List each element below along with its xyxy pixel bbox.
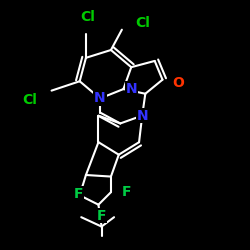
Text: Cl: Cl [80, 10, 95, 24]
Text: N: N [94, 92, 106, 106]
Text: F: F [97, 208, 106, 223]
Text: F: F [74, 187, 83, 201]
Text: N: N [136, 108, 148, 122]
Text: F: F [122, 185, 131, 199]
Text: Cl: Cl [22, 93, 37, 107]
Text: Cl: Cl [135, 16, 150, 30]
Text: N: N [126, 82, 137, 96]
Text: O: O [172, 76, 184, 90]
